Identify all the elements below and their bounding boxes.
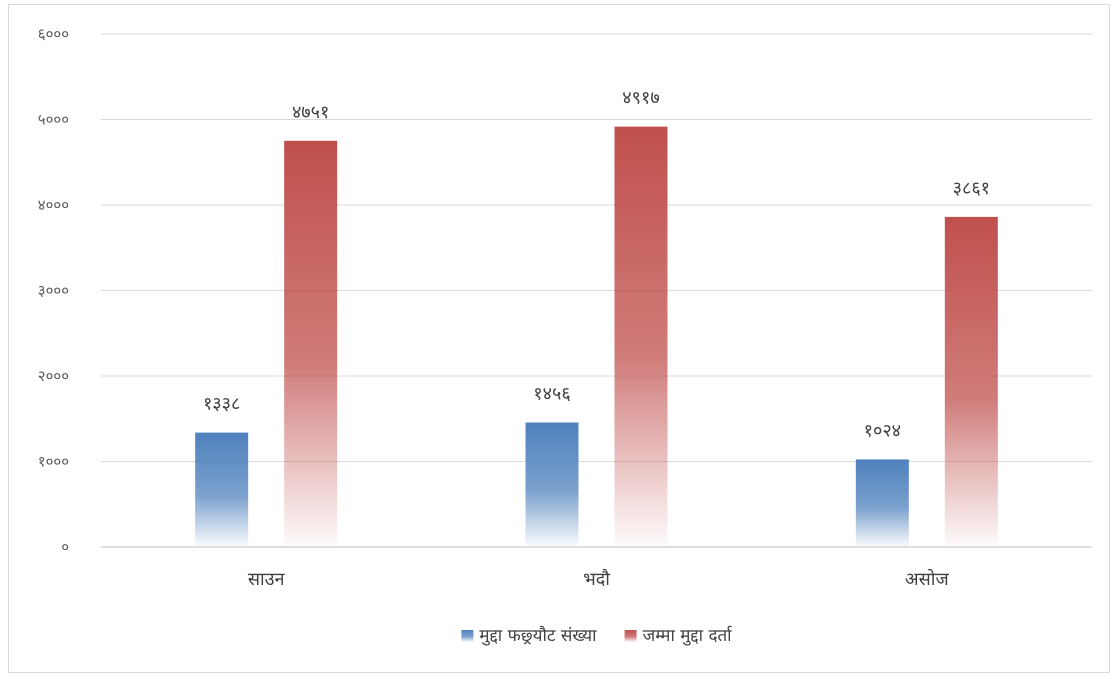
- legend-swatch: [461, 630, 474, 642]
- chart-frame: ० १००० २००० ३००० ४००० ५००० ६००० १३३८ ४७५१ १४५६ ४९…: [8, 4, 1110, 673]
- legend-label: मुद्दा फछ्र्यौट संख्या: [479, 625, 597, 646]
- x-tick-label: असोज: [905, 568, 950, 590]
- bar: [855, 459, 909, 547]
- bar: [944, 216, 998, 547]
- y-tick-label: १०००: [38, 453, 69, 471]
- data-label: १०२४: [864, 420, 901, 441]
- data-label: ४७५१: [292, 102, 329, 123]
- x-tick-label: साउन: [248, 569, 286, 590]
- data-label: ३८६१: [953, 178, 990, 199]
- bar: [284, 140, 338, 548]
- y-tick-label: २०००: [38, 367, 69, 385]
- y-tick-label: ३०००: [38, 282, 69, 300]
- legend-label: जम्मा मुद्दा दर्ता: [643, 625, 733, 646]
- data-label: १३३८: [203, 394, 240, 415]
- data-label: ४९१७: [622, 88, 659, 109]
- bar: [525, 422, 579, 547]
- y-tick-label: ६०००: [38, 25, 69, 43]
- y-tick-label: ०: [61, 538, 69, 556]
- bar: [614, 126, 668, 547]
- bar-chart: ० १००० २००० ३००० ४००० ५००० ६००० १३३८ ४७५१ १४५६ ४९…: [38, 25, 1092, 646]
- bar: [195, 432, 249, 547]
- x-tick-label: भदौ: [583, 568, 610, 590]
- legend-swatch: [624, 630, 637, 642]
- y-tick-label: ४०००: [38, 196, 69, 214]
- data-label: १४५६: [533, 384, 570, 405]
- y-tick-label: ५०००: [38, 111, 69, 129]
